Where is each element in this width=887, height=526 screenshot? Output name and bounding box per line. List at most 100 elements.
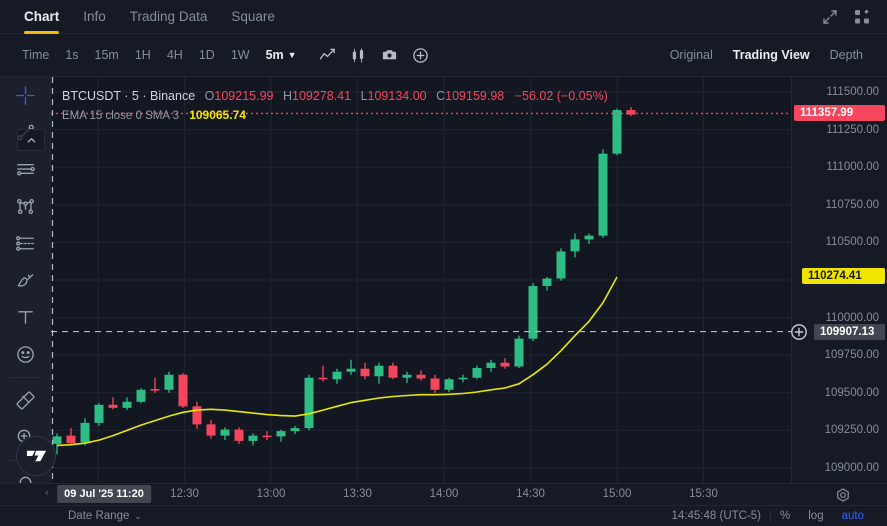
candlestick-plot-svg[interactable] — [51, 77, 887, 483]
measure-ruler-icon — [16, 391, 35, 410]
toolbar-time-label[interactable]: Time — [22, 48, 50, 62]
view-original[interactable]: Original — [669, 48, 713, 62]
interval-1d[interactable]: 1D — [198, 48, 215, 62]
text-tool-button[interactable] — [0, 299, 51, 336]
plus-circle-icon[interactable] — [790, 323, 808, 341]
chart-area: BTCUSDT · 5 · Binance O109215.99 H109278… — [0, 77, 887, 490]
legend-symbol[interactable]: BTCUSDT — [62, 89, 121, 103]
top-navigation-bar: Chart Info Trading Data Square — [0, 0, 887, 34]
legend-open-value: 109215.99 — [214, 89, 274, 103]
crosshair-price-tag: 109907.13 — [814, 323, 885, 340]
fib-retracement-tool-button[interactable] — [0, 225, 51, 262]
legend-open-label: O — [204, 89, 215, 103]
price-tick-label: 111000.00 — [826, 161, 879, 174]
auto-scale-button[interactable]: auto — [841, 510, 864, 522]
chevron-down-icon: ▼ — [287, 49, 297, 60]
chart-plot[interactable] — [51, 77, 887, 483]
legend-low-value: 109134.00 — [367, 89, 427, 103]
interval-1w[interactable]: 1W — [230, 48, 250, 62]
chevron-down-icon: ⌄ — [134, 510, 142, 521]
divider — [770, 510, 772, 522]
price-tick-label: 111250.00 — [826, 123, 879, 136]
brush-tool-button[interactable] — [0, 262, 51, 299]
camera-icon[interactable] — [381, 47, 398, 64]
legend-exchange: Binance — [149, 89, 196, 103]
emoji-sticker-icon — [17, 346, 34, 363]
interval-1h[interactable]: 1H — [134, 48, 151, 62]
text-tool-icon — [18, 311, 33, 324]
legend-indicator-row: EMA 15 close 0 SMA 3 109065.74 — [62, 107, 608, 124]
nav-tab-chart[interactable]: Chart — [12, 0, 71, 34]
brush-icon — [17, 274, 34, 287]
measure-ruler-tool-button[interactable] — [0, 382, 51, 419]
legend-change-value: −56.02 (−0.05%) — [514, 89, 608, 103]
price-tick-label: 110750.00 — [825, 198, 879, 211]
pitchfork-icon — [17, 198, 34, 215]
price-tick-label: 110500.00 — [825, 236, 879, 249]
time-tick-label: 15:30 — [689, 488, 718, 500]
interval-selected-dropdown[interactable]: 5m ▼ — [258, 43, 305, 67]
nav-tab-square[interactable]: Square — [231, 9, 275, 24]
interval-selected-label: 5m — [265, 48, 284, 62]
time-scale[interactable]: ‹ 12:0012:3013:0013:3014:0014:3015:0015:… — [0, 483, 887, 505]
chart-legend: BTCUSDT · 5 · Binance O109215.99 H109278… — [62, 88, 608, 124]
percent-scale-button[interactable]: % — [780, 510, 791, 522]
toolbar-left-group: Time 1s 15m 1H 4H 1D 1W 5m ▼ — [0, 43, 429, 67]
legend-close-label: C — [436, 89, 446, 103]
legend-interval: 5 — [131, 89, 139, 103]
bottom-right-group: 14:45:48 (UTC-5) % log auto — [663, 510, 887, 522]
pitchfork-tool-button[interactable] — [0, 188, 51, 225]
view-trading-view[interactable]: Trading View — [732, 48, 810, 62]
legend-indicator-name[interactable]: EMA 15 close 0 SMA 3 — [62, 110, 179, 122]
log-scale-button[interactable]: log — [808, 510, 824, 522]
legend-high-value: 109278.41 — [292, 89, 352, 103]
nav-right-icons — [821, 8, 887, 26]
add-indicator-icon[interactable] — [412, 47, 429, 64]
price-scale[interactable]: 111500.00 111250.00 111000.00 110750.00 1105… — [791, 77, 887, 483]
price-tick-label: 111500.00 — [826, 86, 879, 99]
timescale-scroll-left-icon[interactable]: ‹ — [45, 487, 49, 499]
interval-1s[interactable]: 1s — [65, 48, 79, 62]
time-tick-label: 15:00 — [602, 488, 632, 500]
legend-close-value: 109159.98 — [445, 89, 505, 103]
nav-tabs: Chart Info Trading Data Square — [0, 0, 287, 34]
chevron-up-icon — [27, 137, 35, 143]
toolbar-icon-group — [319, 47, 429, 64]
emoji-sticker-tool-button[interactable] — [0, 336, 51, 373]
toolbar-divider — [9, 377, 41, 378]
interval-4h[interactable]: 4H — [166, 48, 183, 62]
bottom-status-bar: Date Range ⌄ 14:45:48 (UTC-5) % log auto — [0, 505, 887, 526]
chart-toolbar: Time 1s 15m 1H 4H 1D 1W 5m ▼ — [0, 34, 887, 77]
price-tick-label: 109250.00 — [824, 424, 879, 437]
grid-layout-icon[interactable] — [853, 8, 871, 26]
interval-15m[interactable]: 15m — [94, 48, 119, 62]
crosshair-time-tag: 09 Jul '25 11:20 — [57, 485, 151, 503]
tradingview-logo-icon — [26, 450, 46, 461]
price-tick-label: 110000.00 — [825, 311, 879, 324]
last-price-tag: 111357.99 — [794, 105, 885, 122]
legend-collapse-button[interactable] — [17, 129, 45, 151]
nav-tab-info[interactable]: Info — [83, 9, 106, 24]
time-tick-label: 14:30 — [516, 488, 545, 500]
time-tick-label: 13:30 — [343, 488, 372, 500]
legend-indicator-value: 109065.74 — [189, 108, 246, 122]
crosshair-tool-button[interactable] — [0, 77, 51, 114]
view-depth[interactable]: Depth — [829, 48, 863, 62]
tradingview-logo[interactable] — [16, 436, 56, 476]
expand-arrows-icon[interactable] — [821, 8, 839, 26]
horizontal-lines-tool-button[interactable] — [0, 151, 51, 188]
nav-tab-trading-data[interactable]: Trading Data — [129, 9, 208, 24]
horizontal-lines-icon — [17, 164, 35, 176]
bottom-left-group: Date Range ⌄ — [0, 510, 142, 522]
crosshair-icon — [16, 86, 35, 105]
line-chart-icon[interactable] — [319, 47, 336, 64]
candlestick-icon[interactable] — [350, 47, 367, 64]
timescale-settings-icon[interactable] — [835, 487, 851, 503]
time-tick-label: 12:30 — [170, 488, 199, 500]
price-tick-label: 109750.00 — [824, 349, 879, 362]
time-tick-label: 13:00 — [256, 488, 286, 500]
clock-display[interactable]: 14:45:48 (UTC-5) — [671, 510, 762, 522]
legend-high-label: H — [282, 89, 292, 103]
price-tick-label: 109500.00 — [824, 386, 879, 399]
date-range-button[interactable]: Date Range ⌄ — [68, 510, 142, 522]
